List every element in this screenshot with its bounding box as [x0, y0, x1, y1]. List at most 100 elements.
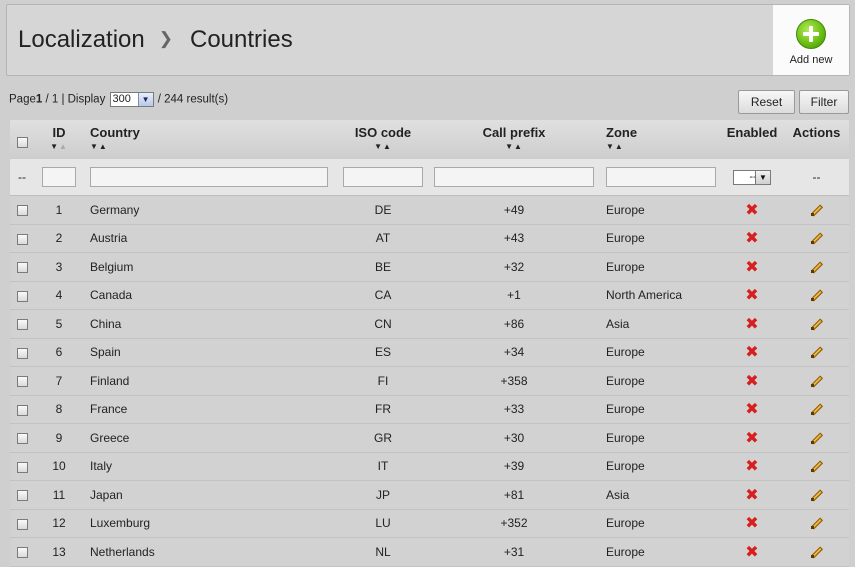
filter-iso-input[interactable]: [343, 167, 423, 187]
row-checkbox-cell: [10, 423, 34, 453]
row-checkbox[interactable]: [16, 404, 28, 416]
cell-prefix: +81: [426, 480, 602, 510]
cell-iso: FR: [340, 395, 426, 424]
filter-zone-cell: [602, 159, 720, 196]
row-checkbox[interactable]: [16, 547, 28, 559]
table-row[interactable]: 7 Finland FI +358 Europe ✖: [10, 366, 849, 396]
pencil-icon[interactable]: [810, 261, 823, 274]
row-checkbox[interactable]: [16, 376, 28, 388]
pencil-icon[interactable]: [810, 432, 823, 445]
red-x-icon[interactable]: ✖: [745, 228, 759, 248]
filter-zone-input[interactable]: [606, 167, 716, 187]
table-row[interactable]: 13 Netherlands NL +31 Europe ✖: [10, 537, 849, 567]
cell-iso: LU: [340, 509, 426, 538]
table-row[interactable]: 8 France FR +33 Europe ✖: [10, 395, 849, 424]
table-header-row: ID ▼▲ Country ▼▲ ISO code ▼▲ Call prefix…: [10, 120, 849, 159]
row-checkbox[interactable]: [16, 290, 28, 302]
column-enabled-label: Enabled: [726, 125, 778, 140]
table-row[interactable]: 3 Belgium BE +32 Europe ✖: [10, 252, 849, 282]
cell-country: Italy: [84, 452, 340, 481]
sort-arrows-icon[interactable]: ▼▲: [90, 142, 108, 151]
row-checkbox[interactable]: [16, 205, 28, 217]
table-row[interactable]: 1 Germany DE +49 Europe ✖: [10, 195, 849, 225]
cell-prefix: +1: [426, 281, 602, 310]
sort-arrows-icon[interactable]: ▼▲: [505, 142, 523, 151]
pencil-icon[interactable]: [810, 346, 823, 359]
cell-id: 9: [34, 423, 84, 453]
column-zone-label: Zone: [606, 125, 638, 140]
red-x-icon[interactable]: ✖: [745, 199, 759, 219]
row-checkbox[interactable]: [16, 262, 28, 274]
cell-enabled: ✖: [720, 395, 784, 424]
cell-actions: [784, 423, 849, 453]
table-row[interactable]: 5 China CN +86 Asia ✖: [10, 309, 849, 339]
table-row[interactable]: 11 Japan JP +81 Asia ✖: [10, 480, 849, 510]
cell-iso: AT: [340, 224, 426, 253]
cell-country: Canada: [84, 281, 340, 310]
pencil-icon[interactable]: [810, 403, 823, 416]
pencil-icon[interactable]: [810, 460, 823, 473]
red-x-icon[interactable]: ✖: [745, 342, 759, 362]
row-checkbox[interactable]: [16, 433, 28, 445]
cell-iso: JP: [340, 480, 426, 510]
cell-enabled: ✖: [720, 366, 784, 396]
results-count: / 244 result(s): [157, 93, 229, 106]
add-new-button[interactable]: Add new: [773, 5, 849, 75]
breadcrumb: Localization ❯ Countries: [18, 26, 293, 54]
red-x-icon[interactable]: ✖: [745, 313, 759, 333]
table-row[interactable]: 6 Spain ES +34 Europe ✖: [10, 338, 849, 367]
row-checkbox[interactable]: [16, 319, 28, 331]
filter-button[interactable]: Filter: [799, 90, 849, 114]
filter-prefix-input[interactable]: [434, 167, 594, 187]
cell-id: 6: [34, 338, 84, 367]
table-row[interactable]: 4 Canada CA +1 North America ✖: [10, 281, 849, 310]
red-x-icon[interactable]: ✖: [745, 399, 759, 419]
pencil-icon[interactable]: [810, 318, 823, 331]
sort-arrows-icon[interactable]: ▼▲: [50, 142, 68, 151]
cell-id: 5: [34, 309, 84, 339]
pencil-icon[interactable]: [810, 517, 823, 530]
cell-actions: [784, 195, 849, 225]
row-checkbox[interactable]: [16, 518, 28, 530]
pencil-icon[interactable]: [810, 204, 823, 217]
red-x-icon[interactable]: ✖: [745, 456, 759, 476]
pencil-icon[interactable]: [810, 489, 823, 502]
pencil-icon[interactable]: [810, 546, 823, 559]
table-row[interactable]: 10 Italy IT +39 Europe ✖: [10, 452, 849, 481]
row-checkbox[interactable]: [16, 347, 28, 359]
cell-prefix: +49: [426, 195, 602, 225]
pencil-icon[interactable]: [810, 232, 823, 245]
row-checkbox[interactable]: [16, 233, 28, 245]
table-row[interactable]: 9 Greece GR +30 Europe ✖: [10, 423, 849, 453]
pencil-icon[interactable]: [810, 289, 823, 302]
red-x-icon[interactable]: ✖: [745, 427, 759, 447]
reset-button[interactable]: Reset: [738, 90, 795, 114]
table-row[interactable]: 2 Austria AT +43 Europe ✖: [10, 224, 849, 253]
select-all-checkbox[interactable]: [16, 137, 28, 149]
select-all-header: [10, 120, 34, 159]
filter-country-input[interactable]: [90, 167, 328, 187]
cell-prefix: +86: [426, 309, 602, 339]
filter-id-input[interactable]: [42, 167, 76, 187]
table-row[interactable]: 12 Luxemburg LU +352 Europe ✖: [10, 509, 849, 538]
sort-arrows-icon[interactable]: ▼▲: [606, 142, 624, 151]
cell-actions: [784, 395, 849, 424]
filter-iso-cell: [340, 159, 426, 196]
red-x-icon[interactable]: ✖: [745, 370, 759, 390]
cell-iso: ES: [340, 338, 426, 367]
red-x-icon[interactable]: ✖: [745, 285, 759, 305]
red-x-icon[interactable]: ✖: [745, 256, 759, 276]
cell-enabled: ✖: [720, 452, 784, 481]
filter-enabled-cell: -- ▼: [720, 159, 784, 196]
row-checkbox[interactable]: [16, 461, 28, 473]
pencil-icon[interactable]: [810, 375, 823, 388]
display-count-select[interactable]: 300 ▼: [109, 92, 154, 107]
cell-actions: [784, 281, 849, 310]
sort-arrows-icon[interactable]: ▼▲: [374, 142, 392, 151]
breadcrumb-parent[interactable]: Localization: [18, 26, 145, 53]
filter-enabled-select[interactable]: -- ▼: [733, 169, 771, 185]
red-x-icon[interactable]: ✖: [745, 541, 759, 561]
red-x-icon[interactable]: ✖: [745, 484, 759, 504]
row-checkbox[interactable]: [16, 490, 28, 502]
red-x-icon[interactable]: ✖: [745, 513, 759, 533]
